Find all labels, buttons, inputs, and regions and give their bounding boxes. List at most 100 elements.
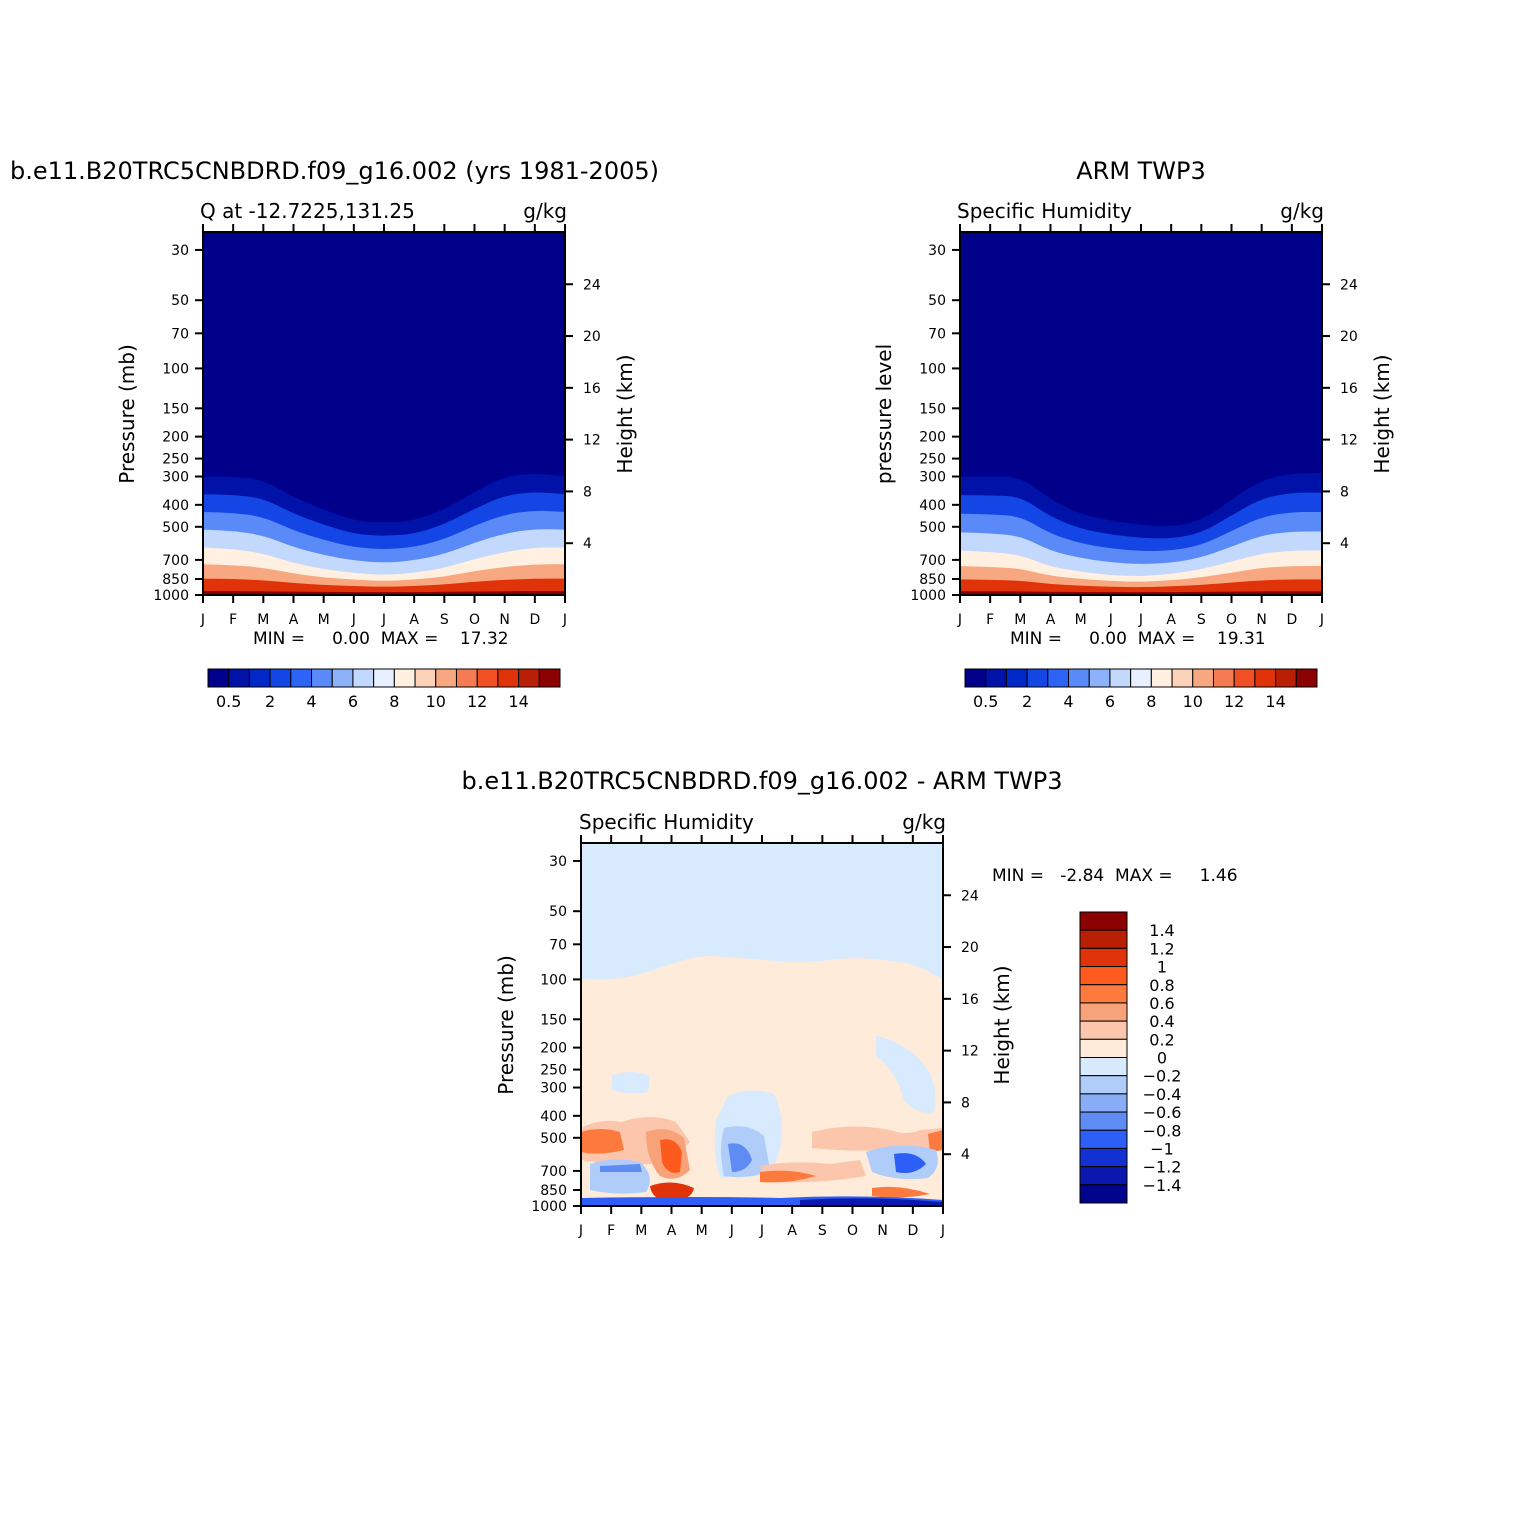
y-tick-label: 1000 xyxy=(153,588,189,604)
panel-diff: b.e11.B20TRC5CNBDRD.f09_g16.002 - ARM TW… xyxy=(461,767,1237,1239)
panel-obs-contour-band xyxy=(960,579,1322,595)
y-tick-label: 100 xyxy=(540,972,567,988)
colorbar-swatch xyxy=(352,668,375,688)
right-tick-label: 12 xyxy=(583,433,601,449)
x-tick-label: N xyxy=(499,612,509,628)
y-tick-label: 30 xyxy=(171,243,189,259)
colorbar-swatch xyxy=(1171,668,1194,688)
colorbar-swatch xyxy=(331,668,354,688)
panel-diff-negative-surface-layer xyxy=(800,1198,943,1206)
panel-diff-colorbar: 1.41.210.80.60.40.20−0.2−0.4−0.6−0.8−1−1… xyxy=(1079,911,1182,1204)
x-tick-label: F xyxy=(229,612,237,628)
panel-diff-title: b.e11.B20TRC5CNBDRD.f09_g16.002 - ARM TW… xyxy=(461,767,1062,795)
x-tick-label: J xyxy=(1108,612,1113,628)
colorbar-label: 0.8 xyxy=(1149,976,1174,995)
colorbar-label: 0.2 xyxy=(1149,1030,1174,1049)
panel-model-subtitle-left: Q at -12.7225,131.25 xyxy=(200,199,415,223)
y-tick-label: 400 xyxy=(919,498,946,514)
colorbar-swatch xyxy=(1079,929,1128,949)
panel-model-title: b.e11.B20TRC5CNBDRD.f09_g16.002 (yrs 198… xyxy=(10,157,659,185)
panel-diff-negative-upper-region xyxy=(581,843,943,980)
panel-diff-negative-blob xyxy=(894,1153,926,1173)
y-tick-label: 30 xyxy=(928,243,946,259)
colorbar-label: −1.2 xyxy=(1143,1158,1182,1177)
x-tick-label: A xyxy=(1046,612,1056,628)
y-tick-label: 200 xyxy=(540,1041,567,1057)
colorbar-label: −0.4 xyxy=(1143,1085,1182,1104)
panel-obs-ylabel: pressure level xyxy=(872,344,896,484)
colorbar-label: 4 xyxy=(306,692,316,711)
colorbar-label: 0.5 xyxy=(216,692,241,711)
right-tick-label: 16 xyxy=(1340,381,1358,397)
x-tick-label: A xyxy=(787,1223,797,1239)
y-tick-label: 70 xyxy=(928,326,946,342)
colorbar-swatch xyxy=(207,668,230,688)
panel-model-units: g/kg xyxy=(523,199,567,223)
y-tick-label: 50 xyxy=(549,904,567,920)
y-tick-label: 850 xyxy=(540,1183,567,1199)
x-tick-label: M xyxy=(1075,612,1087,628)
x-tick-label: J xyxy=(381,612,386,628)
right-tick-label: 20 xyxy=(583,329,601,345)
colorbar-label: 8 xyxy=(389,692,399,711)
colorbar-swatch xyxy=(1295,668,1318,688)
y-tick-label: 150 xyxy=(919,401,946,417)
x-tick-label: N xyxy=(1256,612,1266,628)
y-tick-label: 50 xyxy=(171,293,189,309)
colorbar-swatch xyxy=(1254,668,1277,688)
x-tick-label: J xyxy=(351,612,356,628)
x-tick-label: J xyxy=(729,1223,734,1239)
y-tick-label: 700 xyxy=(540,1164,567,1180)
panel-obs-stats: MIN = 0.00 MAX = 19.31 xyxy=(1010,629,1266,649)
colorbar-swatch xyxy=(497,668,520,688)
colorbar-label: 0.6 xyxy=(1149,994,1174,1013)
right-tick-label: 20 xyxy=(961,940,979,956)
colorbar-label: 6 xyxy=(1105,692,1115,711)
panel-diff-negative-blob xyxy=(590,1159,650,1194)
panel-diff-positive-blob xyxy=(872,1186,930,1198)
colorbar-swatch xyxy=(435,668,457,688)
y-tick-label: 500 xyxy=(162,520,189,536)
colorbar-label: −1 xyxy=(1150,1139,1174,1158)
y-tick-label: 850 xyxy=(162,572,189,588)
colorbar-label: 10 xyxy=(426,692,446,711)
y-tick-label: 300 xyxy=(919,470,946,486)
right-tick-label: 16 xyxy=(583,381,601,397)
panel-diff-negative-blob xyxy=(612,1072,650,1094)
colorbar-swatch xyxy=(1079,1038,1128,1058)
x-tick-label: A xyxy=(667,1223,677,1239)
colorbar-label: 1.4 xyxy=(1149,921,1174,940)
x-tick-label: O xyxy=(469,612,480,628)
panel-diff-positive-blob xyxy=(760,1170,816,1183)
y-tick-label: 100 xyxy=(162,361,189,377)
colorbar-swatch xyxy=(248,668,271,688)
y-tick-label: 400 xyxy=(162,498,189,514)
colorbar-swatch xyxy=(1079,1002,1128,1022)
colorbar-swatch xyxy=(1079,1147,1128,1168)
colorbar-swatch xyxy=(1079,911,1128,931)
panel-obs: ARM TWP3 Specific Humidity g/kg 30 50 70 10… xyxy=(872,157,1394,711)
x-tick-label: N xyxy=(877,1223,887,1239)
x-tick-label: J xyxy=(940,1223,945,1239)
right-tick-label: 12 xyxy=(961,1044,979,1060)
colorbar-swatch xyxy=(1026,668,1049,688)
panel-obs-title: ARM TWP3 xyxy=(1076,157,1206,185)
y-tick-label: 500 xyxy=(919,520,946,536)
panel-model-stats: MIN = 0.00 MAX = 17.32 xyxy=(253,629,509,649)
right-tick-label: 4 xyxy=(961,1147,970,1163)
right-tick-label: 16 xyxy=(961,992,979,1008)
y-tick-label: 200 xyxy=(162,430,189,446)
colorbar-swatch xyxy=(1079,966,1128,986)
colorbar-swatch xyxy=(1079,1129,1128,1149)
x-tick-label: M xyxy=(257,612,269,628)
colorbar-label: 2 xyxy=(265,692,275,711)
x-tick-label: S xyxy=(440,612,449,628)
colorbar-label: 0.5 xyxy=(973,692,998,711)
colorbar-swatch xyxy=(538,668,561,688)
right-tick-label: 8 xyxy=(1340,484,1349,500)
x-tick-label: J xyxy=(200,612,205,628)
